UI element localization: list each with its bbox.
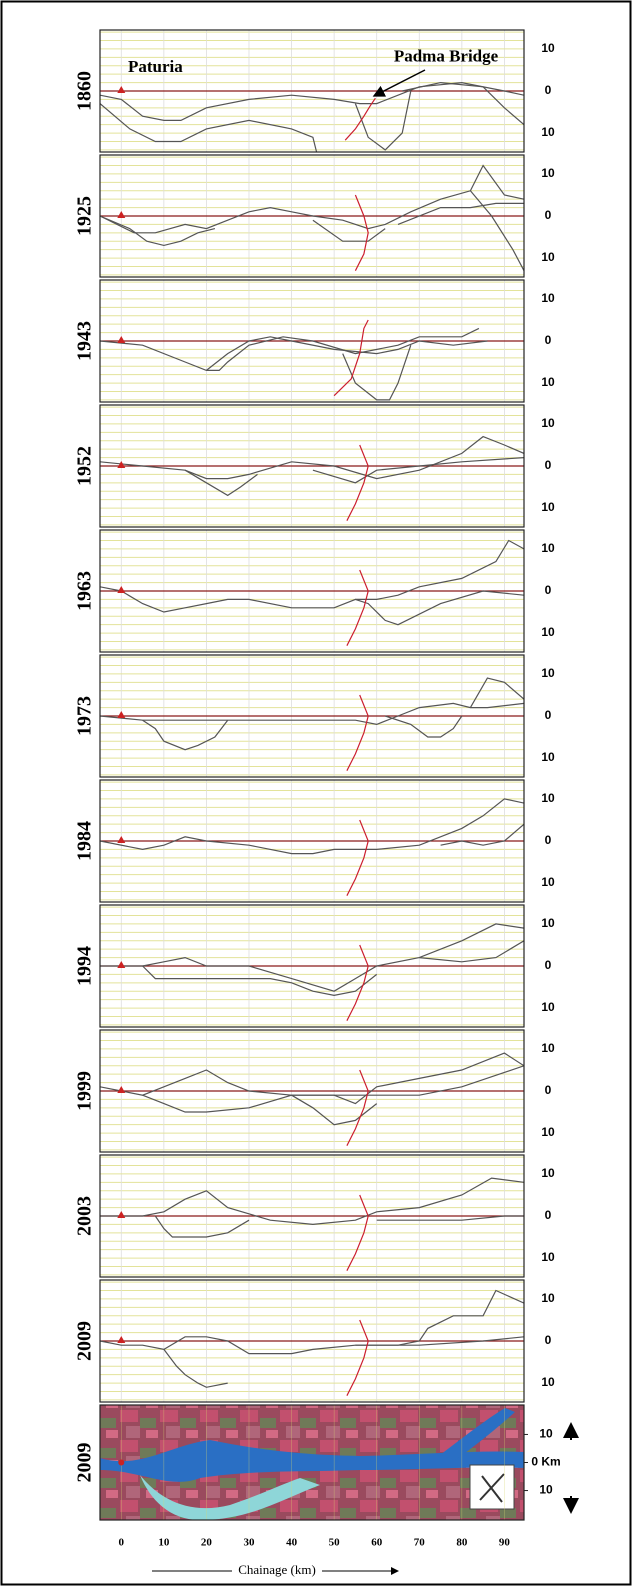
y-tick-label: 10 — [541, 1125, 555, 1139]
x-tick-label: 50 — [329, 1537, 341, 1549]
y-tick-label: 0 — [545, 1333, 552, 1347]
y-tick-label: 10 — [539, 1427, 553, 1441]
x-tick-label: 20 — [201, 1537, 213, 1549]
panel: 10 0 10 1943 — [74, 280, 555, 402]
panel: 10 0 10 1963 — [74, 530, 555, 652]
y-tick-label: 10 — [541, 125, 555, 139]
panel-year: 1999 — [74, 1071, 96, 1111]
y-tick-label: 0 Km — [531, 1455, 560, 1469]
y-tick-label: 10 — [541, 791, 555, 805]
y-tick-label: 10 — [541, 416, 555, 430]
panel-year: 1925 — [74, 196, 96, 236]
x-tick-label: 10 — [158, 1537, 170, 1549]
panel-year: 2003 — [74, 1196, 96, 1236]
x-tick-label: 30 — [243, 1537, 255, 1549]
panel: 10 0 10 1925 — [74, 155, 555, 277]
y-tick-label: 0 — [545, 958, 552, 972]
y-tick-label: 0 — [545, 333, 552, 347]
paturia-marker — [118, 1460, 124, 1466]
y-tick-label: 10 — [541, 291, 555, 305]
y-tick-label: 10 — [541, 1041, 555, 1055]
y-tick-label: 0 — [545, 208, 552, 222]
panel: 10 0 10 2009 — [74, 1280, 555, 1402]
image-panel: 10 0 Km 10 2009 — [74, 1405, 571, 1520]
panel-year: 2009 — [74, 1443, 96, 1483]
y-tick-label: 10 — [541, 1375, 555, 1389]
y-tick-label: 0 — [545, 458, 552, 472]
panel: 10 0 10 1999 — [74, 1030, 555, 1152]
y-tick-label: 0 — [545, 833, 552, 847]
panel-year: 2009 — [74, 1321, 96, 1361]
y-tick-label: 0 — [545, 708, 552, 722]
y-tick-label: 10 — [541, 916, 555, 930]
x-tick-label: 60 — [371, 1537, 383, 1549]
y-tick-label: 0 — [545, 1083, 552, 1097]
y-tick-label: 10 — [541, 625, 555, 639]
y-tick-label: 0 — [545, 1208, 552, 1222]
y-tick-label: 10 — [541, 166, 555, 180]
y-tick-label: 0 — [545, 583, 552, 597]
panel: 10 0 10 1952 — [74, 405, 555, 527]
panel-year: 1943 — [74, 321, 96, 361]
y-tick-label: 10 — [541, 750, 555, 764]
x-axis-label: Chainage (km) — [238, 1562, 316, 1577]
x-tick-label: 40 — [286, 1537, 298, 1549]
y-tick-label: 10 — [541, 1166, 555, 1180]
y-tick-label: 10 — [541, 500, 555, 514]
panel: 10 0 10 1973 — [74, 655, 555, 777]
panels: 10 0 10 1860 Paturia Padma Bridge 10 0 10 1925 10 0… — [74, 30, 555, 1402]
y-tick-label: 10 — [541, 1291, 555, 1305]
y-tick-label: 10 — [541, 250, 555, 264]
panel: 10 0 10 1994 — [74, 905, 555, 1027]
panel-year: 1994 — [74, 946, 96, 986]
x-tick-label: 0 — [119, 1537, 125, 1549]
y-tick-label: 10 — [541, 375, 555, 389]
x-tick-label: 70 — [414, 1537, 426, 1549]
panel: 10 0 10 2003 — [74, 1155, 555, 1277]
y-tick-label: 10 — [541, 875, 555, 889]
panel: 10 0 10 1984 — [74, 780, 555, 902]
x-tick-label: 90 — [499, 1537, 511, 1549]
panel: 10 0 10 1860 Paturia Padma Bridge — [74, 30, 555, 154]
annotation: Paturia — [128, 57, 183, 76]
y-tick-label: 10 — [541, 541, 555, 555]
panel-year: 1952 — [74, 446, 96, 486]
y-tick-label: 10 — [539, 1483, 553, 1497]
y-tick-label: 10 — [541, 1250, 555, 1264]
panel-year: 1963 — [74, 571, 96, 611]
x-tick-label: 80 — [456, 1537, 468, 1549]
panel-year: 1973 — [74, 696, 96, 736]
annotation: Padma Bridge — [394, 46, 499, 65]
panel-year: 1860 — [74, 71, 96, 111]
panel-year: 1984 — [74, 821, 96, 861]
y-tick-label: 0 — [545, 83, 552, 97]
y-tick-label: 10 — [541, 666, 555, 680]
figure: 10 0 10 1860 Paturia Padma Bridge 10 0 10 1925 10 0… — [0, 0, 632, 1586]
y-tick-label: 10 — [541, 41, 555, 55]
y-tick-label: 10 — [541, 1000, 555, 1014]
